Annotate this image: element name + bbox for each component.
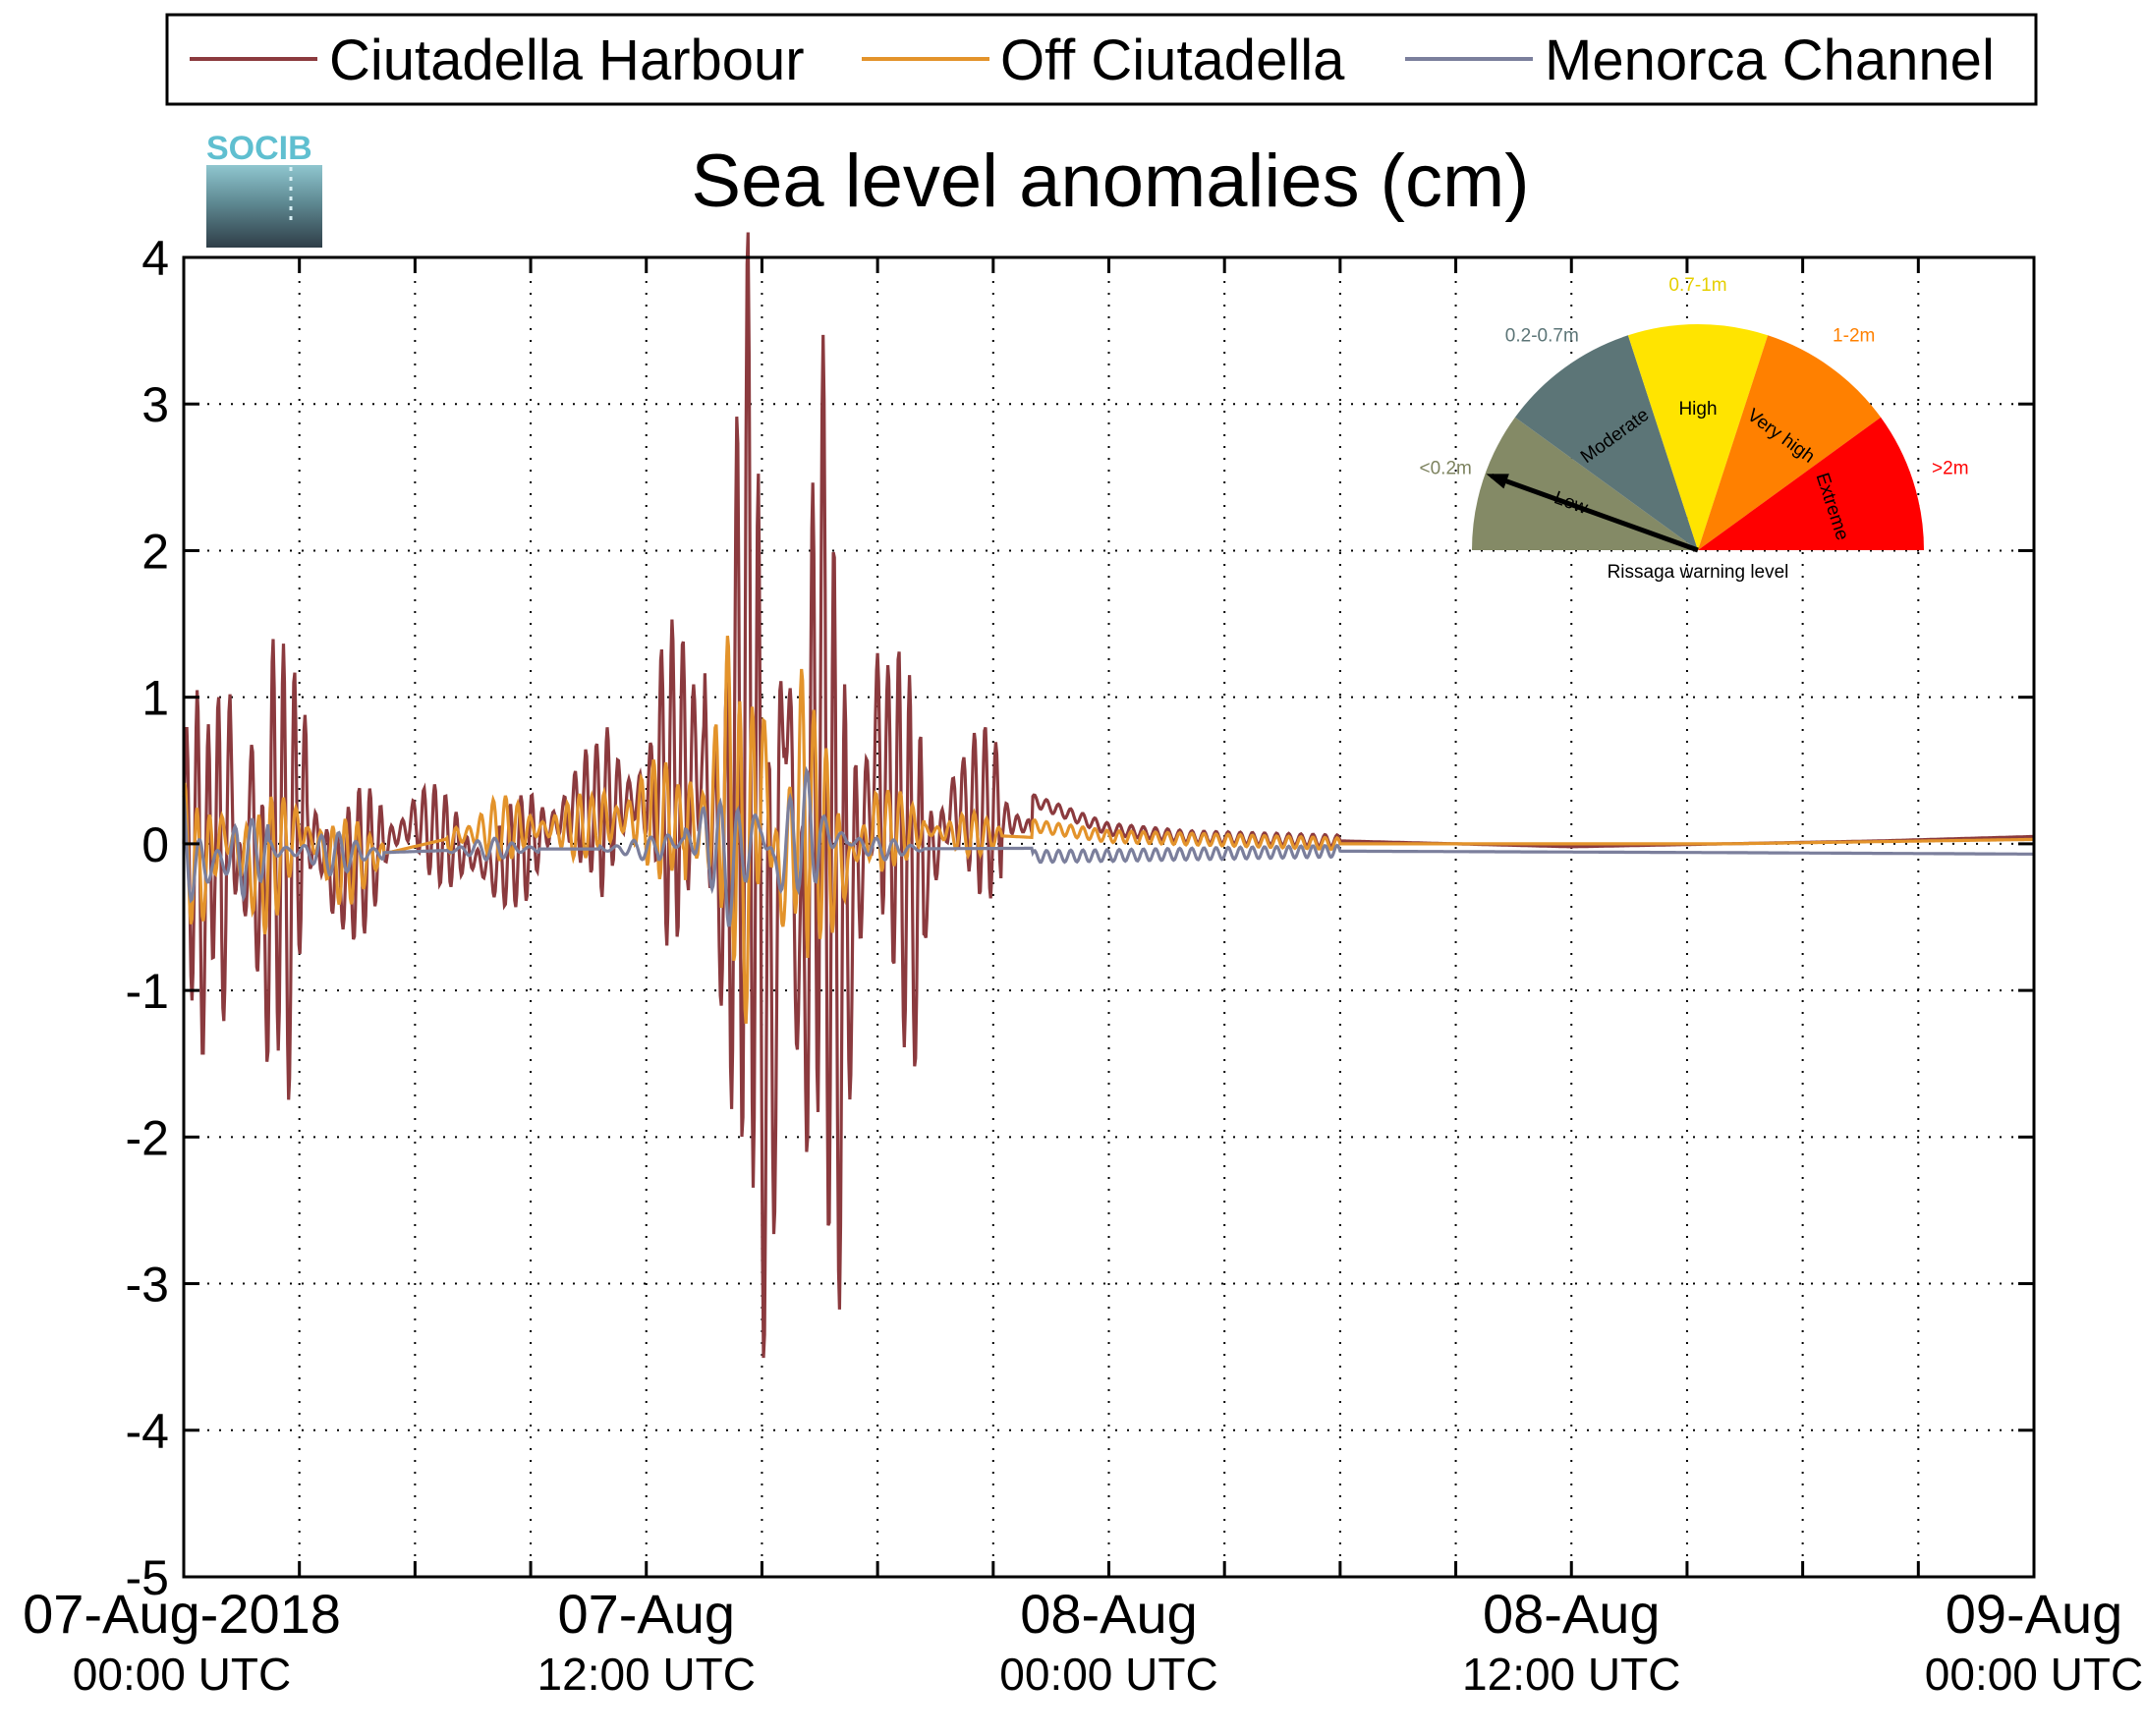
chart-title: Sea level anomalies (cm) [691, 140, 1529, 223]
y-tick-label: -5 [126, 1550, 169, 1605]
x-tick-label-date: 09-Aug [1946, 1583, 2123, 1645]
rissaga-warning-gauge: Low Moderate High Very high Extreme <0.2… [1420, 275, 1969, 583]
x-tick-label-time: 00:00 UTC [1925, 1649, 2143, 1700]
y-tick-label: 2 [141, 524, 169, 579]
x-tick-label-time: 00:00 UTC [999, 1649, 1217, 1700]
y-tick-label: -2 [126, 1110, 169, 1165]
gauge-range-label: 1-2m [1833, 326, 1875, 347]
y-tick-label: 0 [141, 817, 169, 872]
y-tick-label: 4 [141, 231, 169, 286]
gauge-needle [1486, 474, 1699, 553]
x-tick-label-time: 12:00 UTC [1462, 1649, 1680, 1700]
gauge-range-label: <0.2m [1420, 459, 1472, 479]
gauge-wedge-low [1472, 417, 1698, 550]
socib-logo-text: SOCIB [206, 130, 312, 167]
x-tick-label-date: 08-Aug [1483, 1583, 1661, 1645]
y-tick-labels: 4 3 2 1 0 -1 -2 -3 -4 -5 [126, 231, 169, 1605]
y-tick-label: -3 [126, 1258, 169, 1313]
x-tick-label-time: 12:00 UTC [537, 1649, 756, 1700]
series-layer [182, 232, 2035, 1359]
series-line-off-ciutadella [182, 636, 2034, 1025]
gauge-segment-name: High [1678, 399, 1717, 420]
x-tick-labels: 07-Aug-2018 00:00 UTC 07-Aug 12:00 UTC 0… [23, 1583, 2143, 1700]
socib-logo-block [206, 165, 322, 248]
x-tick-label-date: 07-Aug-2018 [23, 1583, 341, 1645]
gauge-wedge-high [1627, 324, 1769, 550]
gauge-wedge-extreme [1698, 417, 1924, 550]
x-tick-label-time: 00:00 UTC [73, 1649, 291, 1700]
y-tick-label: -1 [126, 964, 169, 1019]
tick-marks [184, 255, 2034, 1579]
gauge-range-label: >2m [1932, 459, 1969, 479]
y-tick-label: -4 [126, 1404, 169, 1459]
gauge-wedge-very-high [1698, 335, 1882, 550]
gauge-range-labels: <0.2m 0.2-0.7m 0.7-1m 1-2m >2m [1420, 275, 1969, 479]
legend-box [165, 13, 2038, 106]
gauge-wedges [1472, 324, 1924, 550]
x-tick-label-date: 08-Aug [1020, 1583, 1198, 1645]
gauge-range-label: 0.2-0.7m [1505, 326, 1579, 347]
x-tick-label-date: 07-Aug [557, 1583, 735, 1645]
gauge-wedge-moderate [1514, 335, 1698, 550]
socib-logo: SOCIB [206, 130, 322, 248]
legend-label-menorca-channel: Menorca Channel [1545, 28, 1995, 92]
gauge-range-label: 0.7-1m [1668, 275, 1726, 296]
gauge-needle-head [1486, 474, 1509, 489]
legend-label-off-ciutadella: Off Ciutadella [1000, 28, 1345, 92]
legend: Ciutadella Harbour Off Ciutadella Menorc… [165, 13, 2038, 106]
y-tick-label: 3 [141, 377, 169, 432]
y-tick-label: 1 [141, 671, 169, 726]
gauge-needle-shaft [1491, 474, 1699, 553]
series-line-menorca-channel [182, 765, 2034, 927]
gauge-caption: Rissaga warning level [1608, 562, 1789, 583]
legend-label-ciutadella-harbour: Ciutadella Harbour [329, 28, 805, 92]
